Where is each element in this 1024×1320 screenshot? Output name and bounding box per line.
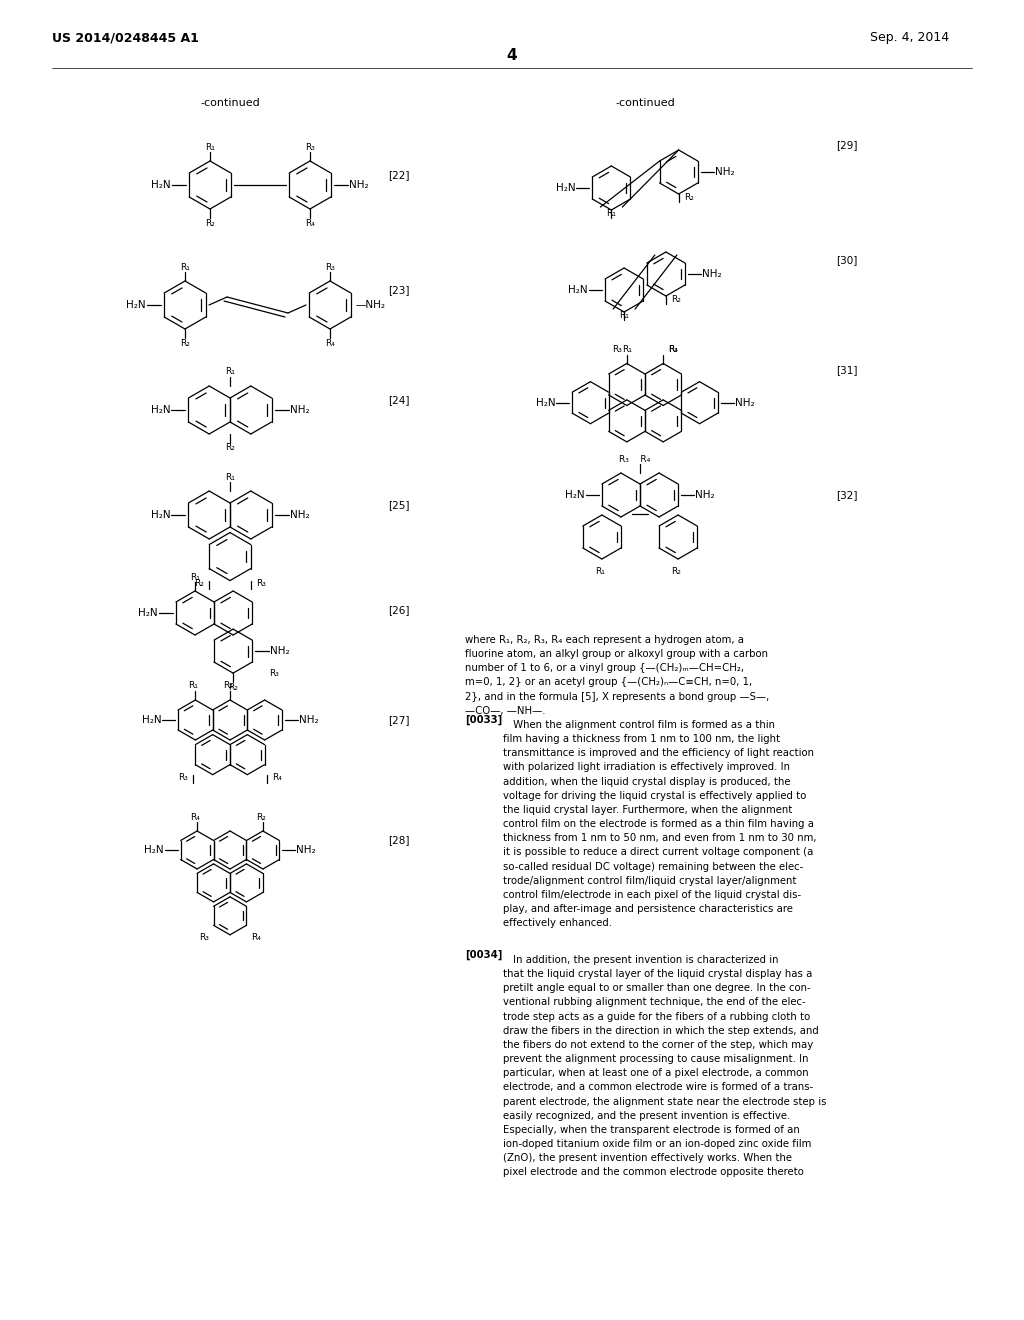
Text: R₂: R₂ [671, 294, 681, 304]
Text: R₁: R₁ [622, 345, 632, 354]
Text: NH₂: NH₂ [695, 490, 715, 500]
Text: [24]: [24] [388, 395, 410, 405]
Text: R₂: R₂ [669, 345, 678, 354]
Text: R₄: R₄ [305, 219, 315, 227]
Text: R₃: R₃ [256, 579, 265, 589]
Text: R₂: R₂ [223, 681, 232, 690]
Text: [30]: [30] [836, 255, 857, 265]
Text: R₁: R₁ [188, 681, 199, 690]
Text: H₂N: H₂N [144, 845, 164, 855]
Text: NH₂: NH₂ [715, 168, 734, 177]
Text: H₂N: H₂N [568, 285, 588, 294]
Text: R₁: R₁ [606, 209, 616, 218]
Text: R₂: R₂ [180, 338, 189, 347]
Text: H₂N: H₂N [151, 510, 170, 520]
Text: [23]: [23] [388, 285, 410, 294]
Text: R₁: R₁ [225, 367, 234, 376]
Text: [26]: [26] [388, 605, 410, 615]
Text: NH₂: NH₂ [296, 845, 315, 855]
Text: [29]: [29] [836, 140, 857, 150]
Text: R₁: R₁ [205, 143, 215, 152]
Text: H₂N: H₂N [536, 397, 555, 408]
Text: -continued: -continued [200, 98, 260, 108]
Text: NH₂: NH₂ [349, 180, 369, 190]
Text: R₃    R₄: R₃ R₄ [620, 454, 650, 463]
Text: R₁: R₁ [225, 473, 234, 482]
Text: 4: 4 [507, 48, 517, 62]
Text: [27]: [27] [388, 715, 410, 725]
Text: R₄: R₄ [190, 813, 200, 821]
Text: [32]: [32] [836, 490, 857, 500]
Text: [0033]: [0033] [465, 715, 502, 725]
Text: R₃: R₃ [305, 143, 315, 152]
Text: R₁: R₁ [190, 573, 200, 582]
Text: H₂N: H₂N [138, 609, 158, 618]
Text: In addition, the present invention is characterized in
that the liquid crystal l: In addition, the present invention is ch… [503, 954, 826, 1177]
Text: Sep. 4, 2014: Sep. 4, 2014 [870, 32, 949, 45]
Text: R₂: R₂ [228, 682, 238, 692]
Text: H₂N: H₂N [152, 180, 171, 190]
Text: [25]: [25] [388, 500, 410, 510]
Text: R₂: R₂ [195, 579, 204, 589]
Text: NH₂: NH₂ [701, 269, 722, 279]
Text: R₁: R₁ [620, 310, 629, 319]
Text: R₂: R₂ [225, 444, 234, 453]
Text: R₂: R₂ [205, 219, 215, 227]
Text: R₄: R₄ [272, 774, 283, 783]
Text: -continued: -continued [615, 98, 675, 108]
Text: R₃: R₃ [199, 933, 209, 942]
Text: NH₂: NH₂ [290, 510, 309, 520]
Text: [31]: [31] [836, 366, 857, 375]
Text: R₃: R₃ [269, 669, 279, 677]
Text: R₂: R₂ [256, 813, 266, 821]
Text: US 2014/0248445 A1: US 2014/0248445 A1 [52, 32, 199, 45]
Text: [22]: [22] [388, 170, 410, 180]
Text: R₁: R₁ [595, 566, 605, 576]
Text: R₃: R₃ [178, 774, 187, 783]
Text: H₂N: H₂N [151, 405, 170, 414]
Text: H₂N: H₂N [565, 490, 585, 500]
Text: H₂N: H₂N [126, 300, 146, 310]
Text: where R₁, R₂, R₃, R₄ each represent a hydrogen atom, a
fluorine atom, an alkyl g: where R₁, R₂, R₃, R₄ each represent a hy… [465, 635, 769, 715]
Text: NH₂: NH₂ [270, 645, 290, 656]
Text: When the alignment control film is formed as a thin
film having a thickness from: When the alignment control film is forme… [503, 719, 816, 928]
Text: [0034]: [0034] [465, 950, 503, 960]
Text: H₂N: H₂N [141, 715, 162, 725]
Text: NH₂: NH₂ [290, 405, 309, 414]
Text: R₄: R₄ [325, 338, 335, 347]
Text: —NH₂: —NH₂ [356, 300, 386, 310]
Text: R₄: R₄ [669, 345, 678, 354]
Text: R₃: R₃ [325, 263, 335, 272]
Text: H₂N: H₂N [556, 183, 575, 193]
Text: NH₂: NH₂ [299, 715, 318, 725]
Text: R₃: R₃ [612, 345, 622, 354]
Text: [28]: [28] [388, 836, 410, 845]
Text: R₄: R₄ [252, 933, 261, 942]
Text: R₁: R₁ [180, 263, 189, 272]
Text: NH₂: NH₂ [734, 397, 755, 408]
Text: R₂: R₂ [684, 193, 693, 202]
Text: R₂: R₂ [671, 566, 681, 576]
